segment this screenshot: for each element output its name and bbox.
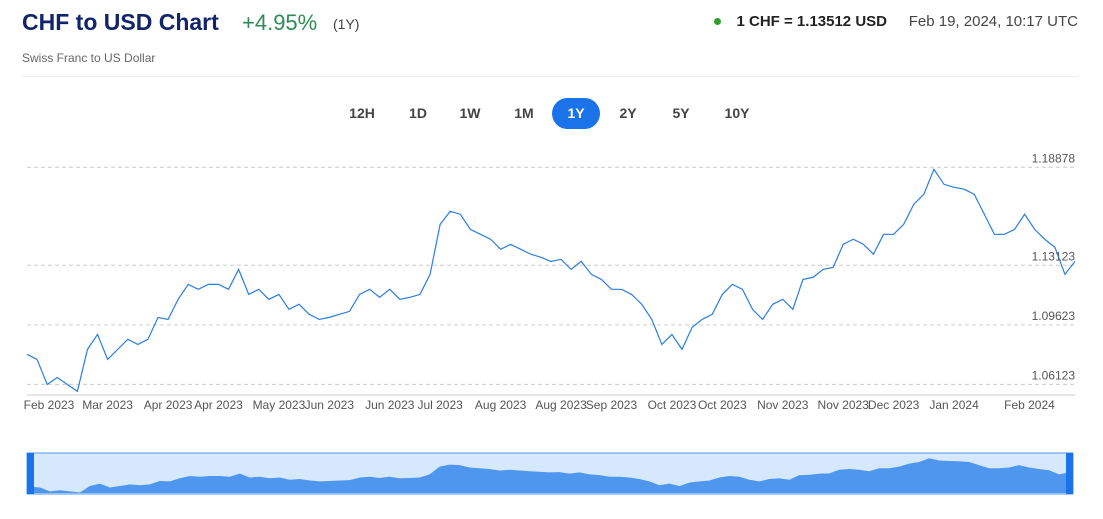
range-button[interactable]: 1D — [409, 105, 427, 121]
rate: 1 CHF = 1.13512 USD — [736, 13, 888, 30]
x-tick-label: Nov 2023 — [757, 398, 809, 412]
range-button[interactable]: 1Y — [552, 98, 600, 129]
range-button[interactable]: 2Y — [619, 105, 637, 121]
period: (1Y) — [333, 16, 360, 32]
y-tick-label: 1.06123 — [1032, 369, 1076, 383]
timestamp: Feb 19, 2024, 10:17 UTC — [908, 13, 1078, 30]
live-dot — [714, 18, 721, 25]
x-tick-label: Sep 2023 — [586, 398, 638, 412]
x-tick-label: Oct 2023 — [648, 398, 697, 412]
range-button[interactable]: 12H — [349, 105, 375, 121]
navigator-handle[interactable] — [27, 453, 34, 494]
y-tick-label: 1.18878 — [1032, 151, 1076, 165]
x-tick-label: Aug 2023 — [475, 398, 527, 412]
title: CHF to USD Chart — [22, 9, 219, 35]
navigator-handle[interactable] — [1066, 453, 1073, 494]
x-tick-label: Dec 2023 — [868, 398, 920, 412]
x-tick-label: Feb 2024 — [1004, 398, 1055, 412]
y-tick-label: 1.09623 — [1032, 309, 1076, 323]
range-button[interactable]: 1M — [514, 105, 534, 121]
x-tick-label: Apr 2023 — [144, 398, 193, 412]
x-tick-label: Oct 2023 — [698, 398, 747, 412]
range-button[interactable]: 1W — [459, 105, 481, 121]
x-tick-label: Nov 2023 — [818, 398, 870, 412]
x-tick-label: Jan 2024 — [929, 398, 979, 412]
subtitle: Swiss Franc to US Dollar — [22, 51, 156, 65]
x-tick-label: Feb 2023 — [24, 398, 75, 412]
y-tick-label: 1.13123 — [1032, 249, 1076, 263]
navigator-area — [30, 458, 1069, 493]
x-tick-label: May 2023 — [253, 398, 306, 412]
change: +4.95% — [242, 10, 318, 35]
range-button[interactable]: 10Y — [724, 105, 750, 121]
x-tick-label: Jun 2023 — [305, 398, 355, 412]
range-button[interactable]: 5Y — [672, 105, 690, 121]
separator — [22, 76, 1078, 77]
x-tick-label: Jul 2023 — [417, 398, 463, 412]
line — [26, 168, 1076, 393]
x-tick-label: Jun 2023 — [365, 398, 415, 412]
x-tick-label: Apr 2023 — [194, 398, 243, 412]
x-tick-label: Aug 2023 — [535, 398, 587, 412]
x-tick-label: Mar 2023 — [82, 398, 133, 412]
